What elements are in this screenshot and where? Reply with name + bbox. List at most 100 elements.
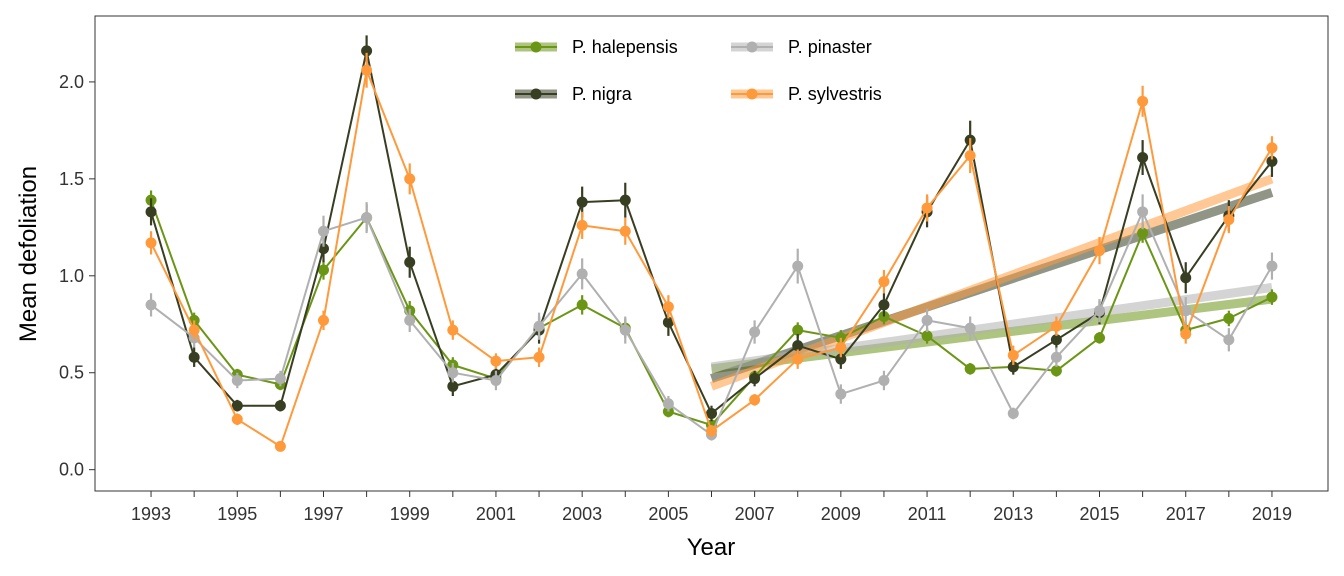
data-point: [921, 202, 933, 214]
x-axis: 1993 1995 1997 1999 2001 2003 2005 2007 2009 2011…: [131, 491, 1292, 524]
x-tick-label: 1993: [131, 504, 171, 524]
series-3: [145, 52, 1278, 452]
x-tick-label: 2017: [1166, 504, 1206, 524]
data-point: [1007, 361, 1019, 373]
data-point: [1050, 351, 1062, 363]
x-tick-label: 1997: [303, 504, 343, 524]
legend-item-2: P. pinaster: [731, 37, 872, 57]
y-tick-label: 0.0: [59, 460, 84, 480]
data-point: [1223, 334, 1235, 346]
legend-point-swatch: [530, 41, 542, 53]
legend-label: P. pinaster: [788, 37, 872, 57]
data-point: [361, 212, 373, 224]
data-point: [576, 299, 588, 311]
data-point: [188, 324, 200, 336]
y-axis-title: Mean defoliation: [15, 166, 42, 342]
x-axis-title: Year: [687, 534, 736, 561]
data-point: [1094, 245, 1106, 257]
data-point: [1137, 152, 1149, 164]
legend-label: P. sylvestris: [788, 84, 882, 104]
data-point: [145, 299, 157, 311]
x-tick-label: 2003: [562, 504, 602, 524]
data-point: [662, 301, 674, 313]
x-tick-label: 1999: [390, 504, 430, 524]
data-point: [1137, 95, 1149, 107]
data-point: [1266, 291, 1278, 303]
data-point: [1007, 407, 1019, 419]
data-point: [1050, 365, 1062, 377]
legend: P. halepensis P. nigra P. pinaster P. sylve…: [515, 37, 882, 104]
data-point: [145, 237, 157, 249]
legend-item-3: P. sylvestris: [731, 84, 882, 104]
data-point: [921, 330, 933, 342]
data-point: [1223, 214, 1235, 226]
data-point: [878, 276, 890, 288]
y-tick-label: 2.0: [59, 72, 84, 92]
data-point: [619, 194, 631, 206]
data-point: [792, 340, 804, 352]
data-point: [1137, 227, 1149, 239]
data-point: [145, 206, 157, 218]
x-tick-label: 1995: [217, 504, 257, 524]
data-point: [231, 374, 243, 386]
y-tick-label: 0.5: [59, 363, 84, 383]
legend-label: P. halepensis: [572, 37, 678, 57]
data-point: [792, 260, 804, 272]
data-point: [490, 355, 502, 367]
data-point: [835, 388, 847, 400]
data-point: [792, 324, 804, 336]
x-tick-label: 2005: [648, 504, 688, 524]
data-point: [835, 353, 847, 365]
data-point: [749, 326, 761, 338]
data-point: [619, 324, 631, 336]
legend-point-swatch: [746, 41, 758, 53]
data-point: [490, 374, 502, 386]
data-point: [361, 64, 373, 76]
data-point: [533, 351, 545, 363]
x-tick-label: 2015: [1079, 504, 1119, 524]
legend-item-1: P. nigra: [515, 84, 633, 104]
trend-line-series-3: [709, 174, 1274, 391]
data-point: [317, 225, 329, 237]
data-point: [447, 367, 459, 379]
data-point: [749, 373, 761, 385]
data-point: [404, 173, 416, 185]
legend-point-swatch: [530, 88, 542, 100]
data-point: [447, 324, 459, 336]
data-point: [619, 225, 631, 237]
y-tick-label: 1.5: [59, 169, 84, 189]
y-tick-label: 1.0: [59, 266, 84, 286]
data-point: [964, 322, 976, 334]
data-point: [1094, 305, 1106, 317]
data-point: [878, 374, 890, 386]
data-point: [964, 363, 976, 375]
legend-point-swatch: [746, 88, 758, 100]
x-tick-label: 2019: [1252, 504, 1292, 524]
data-point: [662, 398, 674, 410]
data-point: [921, 314, 933, 326]
data-point: [1094, 332, 1106, 344]
y-axis: 0.0 0.5 1.0 1.5 2.0: [59, 72, 95, 480]
data-point: [1266, 155, 1278, 167]
data-point: [576, 219, 588, 231]
data-point: [576, 268, 588, 280]
x-tick-label: 2011: [908, 504, 947, 524]
data-point: [706, 425, 717, 437]
data-point: [231, 413, 243, 425]
x-tick-label: 2009: [821, 504, 861, 524]
data-point: [274, 373, 286, 385]
x-tick-label: 2001: [476, 504, 516, 524]
data-point: [404, 256, 416, 268]
data-point: [1050, 334, 1062, 346]
data-point: [706, 407, 717, 419]
data-point: [1007, 349, 1019, 361]
legend-label: P. nigra: [572, 84, 633, 104]
data-point: [188, 351, 200, 363]
data-point: [361, 45, 373, 57]
data-point: [317, 243, 329, 255]
data-point: [1180, 305, 1192, 317]
data-point: [964, 150, 976, 162]
x-tick-label: 2013: [993, 504, 1033, 524]
data-point: [274, 400, 286, 412]
